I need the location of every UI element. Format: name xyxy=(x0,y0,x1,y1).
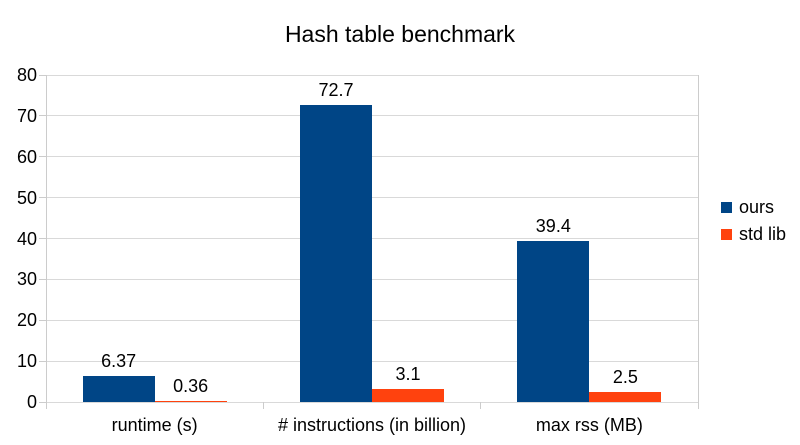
y-axis-tick xyxy=(39,238,46,239)
legend-item-ours: ours xyxy=(721,194,786,221)
gridline-30 xyxy=(46,278,698,280)
x-axis-tick xyxy=(480,402,482,409)
y-axis-label: 60 xyxy=(16,146,37,167)
bar-std-lib-3 xyxy=(589,391,662,402)
y-axis-tick xyxy=(39,115,46,117)
value-label: 6.37 xyxy=(101,350,137,371)
plot-right-border xyxy=(697,75,699,409)
legend-label: std lib xyxy=(739,224,787,244)
legend-item-std-lib: std lib xyxy=(721,221,786,248)
category-label: runtime (s) xyxy=(111,415,198,435)
bar-ours-2 xyxy=(300,104,372,402)
legend: ours std lib xyxy=(721,194,786,248)
y-axis-tick xyxy=(39,156,46,158)
gridline-10 xyxy=(46,360,698,362)
gridline-50 xyxy=(46,197,698,199)
category-label: max rss (MB) xyxy=(535,415,643,435)
value-label: 39.4 xyxy=(535,215,571,236)
y-axis-tick xyxy=(39,74,46,76)
y-axis-tick xyxy=(39,319,46,321)
y-axis-label: 20 xyxy=(16,310,37,331)
y-axis-label: 70 xyxy=(16,105,37,126)
y-axis-label: 50 xyxy=(16,187,37,208)
y-axis-label: 40 xyxy=(16,228,37,249)
y-axis-label: 30 xyxy=(16,269,37,290)
y-axis-tick xyxy=(39,197,46,199)
bar-ours-1 xyxy=(82,375,155,402)
chart-title: Hash table benchmark xyxy=(284,21,516,47)
y-axis-tick xyxy=(39,278,46,280)
gridline-80 xyxy=(46,74,698,76)
y-axis-tick xyxy=(39,401,46,403)
gridline-60 xyxy=(46,156,698,158)
gridline-70 xyxy=(46,115,698,117)
bar-std-lib-2 xyxy=(372,389,444,402)
gridline-0 xyxy=(46,401,698,403)
y-axis-line xyxy=(45,75,47,409)
value-label: 3.1 xyxy=(395,364,421,385)
y-axis-label: 80 xyxy=(16,65,37,85)
category-label: # instructions (in billion) xyxy=(277,415,467,435)
y-axis-label: 0 xyxy=(26,392,37,412)
bar-std-lib-1 xyxy=(154,400,227,402)
value-label: 2.5 xyxy=(612,366,638,387)
gridline-20 xyxy=(46,319,698,321)
legend-swatch-ours xyxy=(721,202,732,213)
y-axis-label: 10 xyxy=(16,351,37,372)
x-axis-tick xyxy=(262,402,264,409)
legend-label: ours xyxy=(739,197,775,217)
gridline-40 xyxy=(46,238,698,239)
value-label: 72.7 xyxy=(318,79,354,100)
legend-swatch-std-lib xyxy=(721,229,732,240)
y-axis-tick xyxy=(39,360,46,362)
bar-ours-3 xyxy=(517,240,590,402)
value-label: 0.36 xyxy=(173,375,209,396)
